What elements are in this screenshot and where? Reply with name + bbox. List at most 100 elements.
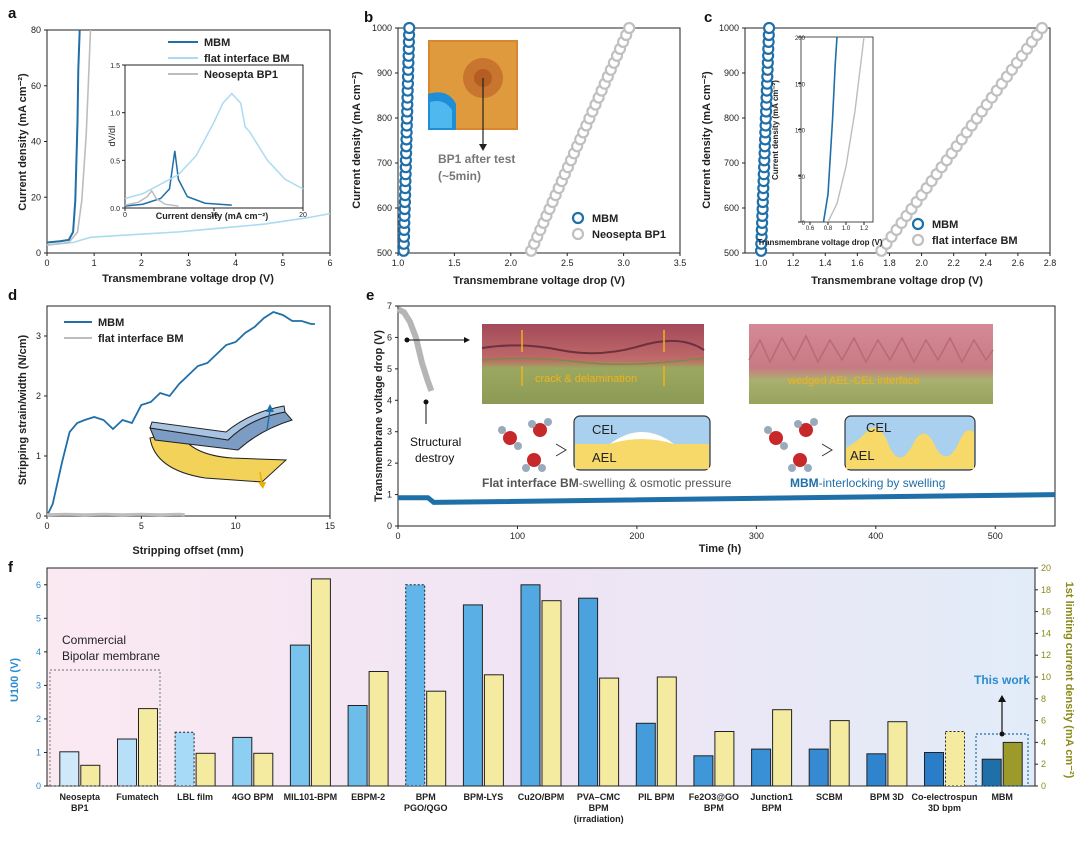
- y-tick-label: 700: [377, 158, 392, 168]
- series-line-flat: [46, 512, 185, 517]
- y-tick-label: 1.5: [110, 63, 120, 70]
- panel-c-inset-ylabel: Current density (mA cm⁻²): [771, 80, 780, 180]
- x-tick-label: 6: [327, 258, 332, 268]
- x-tick-label: 2.6: [1012, 258, 1025, 268]
- category-label: BPM 3D: [870, 792, 905, 802]
- panel-label-e: e: [366, 287, 374, 304]
- category-label: SCBM: [816, 792, 843, 802]
- u100-bar: [924, 752, 944, 787]
- category-label: BPM: [416, 792, 436, 802]
- x-tick-label: 1.4: [819, 258, 832, 268]
- y-tick-label: 0.0: [110, 206, 120, 213]
- series-line-neosepta-bp1: [46, 29, 92, 246]
- x-tick-label: 10: [210, 212, 218, 219]
- sem-image-mbm: wedged AEL-CEL interface: [748, 324, 994, 404]
- x-tick-label: 1.5: [448, 258, 461, 268]
- u100-bar: [635, 722, 656, 787]
- y-tick-label: 12: [1041, 650, 1051, 660]
- label-crack: crack & delamination: [535, 373, 637, 385]
- inset-line-flat: [827, 36, 865, 223]
- y-tick-label: 800: [377, 113, 392, 123]
- limiting-current-bar: [714, 731, 735, 787]
- panel-f-ylabel-right: 1st limiting current density (mA cm⁻²): [1063, 582, 1075, 779]
- category-label: PVA–CMC: [577, 792, 621, 802]
- label-ael-flat: AEL: [592, 450, 617, 465]
- x-tick-label: 1.2: [787, 258, 800, 268]
- schematic-mbm: CEL AEL: [844, 415, 976, 471]
- pointer-arrowhead-sem: [464, 337, 470, 343]
- x-tick-label: 400: [868, 531, 883, 541]
- sem-image-flat: crack & delamination: [481, 324, 705, 404]
- panel-c-chart: Transmembrane voltage drop (V) Current d…: [701, 21, 1056, 287]
- u100-bar: [520, 584, 541, 787]
- y-tick-label: 1: [36, 451, 41, 461]
- label-structural: Structural: [410, 435, 461, 449]
- category-label: BPM-LYS: [464, 792, 504, 802]
- label-wedged: wedged AEL-CEL interface: [787, 375, 920, 387]
- panel-label-f: f: [8, 559, 14, 576]
- panel-label-a: a: [8, 5, 17, 22]
- legend-label-mbm-b: MBM: [592, 213, 618, 225]
- y-tick-label: 14: [1041, 628, 1051, 638]
- x-tick-label: 3.5: [674, 258, 687, 268]
- panel-a-ylabel: Current density (mA cm⁻²): [17, 73, 29, 211]
- y-tick-label: 7: [387, 301, 392, 311]
- u100-bar: [578, 597, 599, 787]
- series-line-flat: [396, 306, 435, 392]
- legend-label-mbm-d: MBM: [98, 317, 124, 329]
- y-tick-label: 2: [387, 458, 392, 468]
- data-point-mbm: [762, 21, 776, 35]
- panel-b-ylabel: Current density (mA cm⁻²): [351, 71, 363, 209]
- y-tick-label: 900: [724, 68, 739, 78]
- x-tick-label: 15: [325, 521, 335, 531]
- y-tick-label: 600: [724, 203, 739, 213]
- x-tick-label: 1: [92, 258, 97, 268]
- category-label: MBM: [991, 792, 1013, 802]
- y-tick-label: 800: [724, 113, 739, 123]
- y-tick-label: 0: [36, 781, 41, 791]
- panel-label-c: c: [704, 9, 712, 26]
- x-tick-label: 5: [139, 521, 144, 531]
- y-tick-label: 4: [1041, 737, 1046, 747]
- category-label: 4GO BPM: [232, 792, 274, 802]
- y-tick-label: 0: [387, 521, 392, 531]
- panel-f-ylabel-left: U100 (V): [9, 658, 21, 702]
- x-tick-label: 2.0: [915, 258, 928, 268]
- u100-bar: [751, 748, 772, 787]
- schematic-flat: CEL AEL: [573, 415, 711, 471]
- annotation-bp1-time: (~5min): [438, 169, 481, 183]
- x-tick-label: 0: [44, 521, 49, 531]
- annotation-commercial: Commercial: [62, 633, 126, 647]
- y-tick-label: 2: [36, 391, 41, 401]
- legend-label-flat: flat interface BM: [204, 53, 290, 65]
- y-tick-label: 18: [1041, 585, 1051, 595]
- label-cel-mbm: CEL: [866, 420, 891, 435]
- label-cel-flat: CEL: [592, 422, 617, 437]
- u100-bar: [174, 731, 195, 787]
- panel-a-inset-xlabel: Current density (mA cm⁻²): [156, 211, 268, 221]
- category-label: Junction1: [750, 792, 793, 802]
- x-tick-label: 1.0: [842, 226, 851, 232]
- category-label: 3D bpm: [928, 803, 961, 813]
- y-tick-label: 500: [377, 248, 392, 258]
- y-tick-label: 1000: [719, 23, 739, 33]
- legend-label-mbm-c: MBM: [932, 219, 958, 231]
- u100-bar: [866, 753, 887, 787]
- legend-label-flat-c: flat interface BM: [932, 235, 1018, 247]
- x-tick-label: 0: [123, 212, 127, 219]
- category-label: Fumatech: [116, 792, 159, 802]
- x-tick-label: 2.5: [561, 258, 574, 268]
- this-work-arrowhead: [998, 695, 1006, 702]
- x-tick-label: 0.6: [806, 226, 815, 232]
- water-molecules-left: [498, 418, 567, 472]
- x-tick-label: 200: [629, 531, 644, 541]
- category-label: LBL film: [177, 792, 213, 802]
- peeling-illustration: [149, 404, 293, 489]
- limiting-current-bar: [887, 721, 908, 787]
- y-tick-label: 20: [31, 192, 41, 202]
- x-tick-label: 10: [231, 521, 241, 531]
- series-line-flat-interface-bm: [46, 212, 331, 246]
- limiting-current-bar: [483, 674, 504, 787]
- data-point-mbm: [403, 21, 416, 35]
- y-tick-label: 6: [387, 332, 392, 342]
